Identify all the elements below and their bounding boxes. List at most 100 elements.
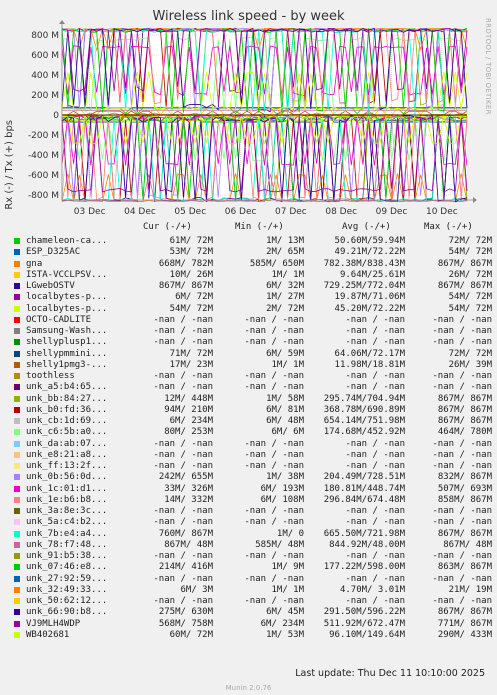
legend-avg-value: 4.70M/ 3.01M	[339, 584, 405, 595]
legend-swatch	[14, 406, 20, 413]
legend-max-value: 290M/ 433M	[437, 629, 492, 640]
legend-series-name: localbytes-p...	[26, 292, 108, 303]
legend-max-value: 832M/ 867M	[437, 472, 492, 483]
munin-version: Munin 2.0.76	[225, 684, 272, 692]
legend-min-value: 1M/ 13M	[266, 236, 304, 246]
legend-swatch	[14, 361, 20, 368]
legend-min-value: -nan / -nan	[244, 438, 304, 449]
legend-series-name: unk_32:49:33...	[26, 584, 108, 595]
x-tick-label: 09 Dec	[376, 207, 408, 217]
legend-swatch	[14, 496, 20, 503]
legend-avg-value: -nan / -nan	[345, 337, 405, 348]
legend-cur-value: -nan / -nan	[153, 573, 213, 584]
legend-row: ESP_D325AC 53M/ 72M 2M/ 65M 49.21M/72.22M 54…	[12, 247, 492, 258]
legend-min-value: 6M/ 45M	[266, 607, 304, 618]
legend-swatch	[14, 553, 20, 559]
legend-row: unk_1e:b6:b8... 14M/ 332M 6M/ 108M 296.84M/…	[12, 495, 492, 506]
legend-cur-value: 760M/ 867M	[158, 528, 213, 539]
legend-swatch	[14, 305, 20, 312]
legend-avg-value: 729.25M/772.04M	[323, 281, 405, 291]
legend-max-value: 771M/ 867M	[437, 618, 492, 629]
legend-row: unk_c6:5b:a0... 80M/ 253M 6M/ 6M 174.68M/45…	[12, 427, 492, 438]
legend-cur-value: -nan / -nan	[153, 596, 213, 606]
legend-cur-value: 17M/ 23M	[169, 359, 213, 370]
legend-series-name: unk_3a:8e:3c...	[26, 506, 108, 516]
legend-min-value: 6M/ 59M	[266, 348, 304, 359]
legend-max-value: 867M/ 867M	[437, 393, 492, 404]
y-tick-label: 0	[53, 111, 59, 121]
legend-series-name: shelly1pmg3-...	[26, 359, 108, 370]
legend-avg-value: -nan / -nan	[345, 438, 405, 449]
legend-swatch	[14, 395, 20, 402]
legend-swatch	[14, 631, 20, 638]
legend-max-value: 867M/ 867M	[437, 528, 492, 539]
legend-series-name: chameleon-ca...	[26, 236, 108, 246]
legend-min-value: 585M/ 650M	[249, 258, 304, 269]
legend-min-value: -nan / -nan	[244, 326, 304, 336]
series-line-tx	[61, 27, 468, 92]
legend-row: Samsung-Wash... -nan / -nan -nan / -nan -na…	[12, 326, 492, 337]
legend-cur-value: 14M/ 332M	[164, 494, 213, 505]
series-line-rx	[61, 115, 468, 166]
legend-swatch	[14, 238, 20, 244]
legend-min-value: 1M/ 9M	[271, 562, 304, 573]
legend-min-value: -nan / -nan	[244, 517, 304, 528]
legend-row: VJ9MLH4WDP 568M/ 758M 6M/ 234M 511.92M/672.…	[12, 619, 492, 630]
legend-series-name: unk_0b:56:0d...	[26, 472, 108, 483]
legend-series-name: unk_07:46:e8...	[26, 562, 108, 573]
legend-row: unk_91:b5:38... -nan / -nan -nan / -nan -na…	[12, 551, 492, 562]
legend-cur-value: -nan / -nan	[153, 382, 213, 393]
legend-swatch	[14, 474, 20, 481]
legend-avg-value: 295.74M/704.94M	[323, 393, 405, 404]
legend-max-value: 867M/ 867M	[437, 281, 492, 291]
legend-series-name: unk_78:f7:48...	[26, 539, 108, 550]
legend-row: unk_32:49:33... 6M/ 3M 1M/ 1M 4.70M/ 3.01M 2…	[12, 585, 492, 596]
legend-avg-value: 19.87M/71.06M	[334, 292, 405, 303]
legend-avg-value: -nan / -nan	[345, 314, 405, 325]
legend-max-value: -nan / -nan	[432, 337, 492, 348]
legend-swatch	[14, 418, 20, 424]
legend-cur-value: 71M/ 72M	[169, 348, 213, 359]
legend-min-value: 1M/ 53M	[266, 629, 304, 640]
legend-row: shellypmmini... 71M/ 72M 6M/ 59M 64.06M/72.…	[12, 349, 492, 360]
legend-min-value: 1M/ 1M	[271, 584, 304, 595]
legend-cur-value: 94M/ 210M	[164, 404, 213, 415]
legend-max-value: -nan / -nan	[432, 314, 492, 325]
legend-avg-value: 174.68M/452.92M	[323, 427, 405, 438]
legend-row: localbytes-p... 54M/ 72M 2M/ 72M 45.20M/72.…	[12, 304, 492, 315]
legend-row: unk_bb:84:27... 12M/ 448M 1M/ 58M 295.74M/7…	[12, 394, 492, 405]
plot-area: -800 M -600 M -400 M -200 M 0 200 M 400 M 600 M…	[28, 20, 477, 217]
legend-avg-value: 204.49M/728.51M	[323, 472, 405, 483]
legend-series-name: shellyplusp1...	[26, 337, 108, 348]
legend-min-value: -nan / -nan	[244, 596, 304, 606]
legend-max-value: -nan / -nan	[432, 461, 492, 471]
legend-swatch	[14, 598, 20, 604]
rrdtool-credit: RRDTOOL / TOBI OETIKER	[484, 18, 492, 115]
legend-cur-value: 53M/ 72M	[169, 247, 213, 258]
legend-max-value: 867M/ 867M	[437, 258, 492, 269]
legend-row: ISTA-VCCLPSV... 10M/ 26M 1M/ 1M 9.64M/25.61…	[12, 270, 492, 281]
legend-cur-value: -nan / -nan	[153, 438, 213, 449]
x-axis-arrow-icon	[473, 197, 477, 203]
legend-cur-value: -nan / -nan	[153, 337, 213, 348]
legend-max-value: 54M/ 72M	[448, 303, 492, 314]
legend-row: unk_27:92:59... -nan / -nan -nan / -nan -na…	[12, 574, 492, 585]
x-tick-label: 08 Dec	[325, 207, 357, 217]
legend-series-name: unk_cb:1d:69...	[26, 416, 108, 426]
legend-max-value: 867M/ 48M	[443, 539, 492, 550]
legend-series-name: unk_7b:e4:a4...	[26, 528, 108, 539]
legend-swatch	[14, 463, 20, 469]
legend-swatch	[14, 485, 20, 492]
legend-series-name: OCTO-CADLITE	[26, 314, 92, 325]
legend-max-value: 867M/ 867M	[437, 416, 492, 426]
legend-min-value: 1M/ 0	[276, 528, 304, 539]
legend-min-value: 1M/ 27M	[266, 292, 304, 303]
legend-max-value: 21M/ 19M	[448, 584, 492, 595]
legend-min-value: -nan / -nan	[244, 461, 304, 471]
legend-cur-value: 6M/ 3M	[180, 584, 213, 595]
legend-series-name: unk_e8:21:a8...	[26, 449, 108, 460]
legend-max-value: -nan / -nan	[432, 596, 492, 606]
legend-row: toothless -nan / -nan -nan / -nan -nan / -n…	[12, 371, 492, 382]
series-line-rx	[61, 114, 468, 145]
legend-series-name: unk_5a:c4:b2...	[26, 517, 108, 528]
